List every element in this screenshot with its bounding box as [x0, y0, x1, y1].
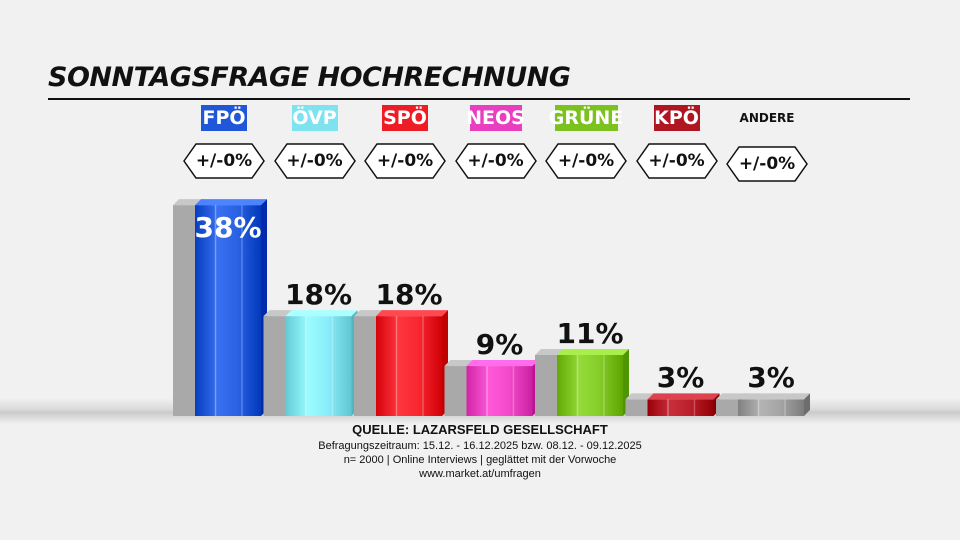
bar-gloss-spo	[395, 316, 398, 416]
change-badge-ovp: +/-0%	[273, 143, 356, 179]
bar-top-fpo	[195, 199, 267, 206]
bar-side-neos	[444, 366, 471, 416]
bar-top-grune	[557, 348, 629, 355]
bar-front-fpo	[195, 205, 261, 416]
bar-spo	[354, 310, 448, 416]
bar-gloss2-neos	[512, 366, 515, 416]
bar-gloss-kpo	[667, 399, 669, 416]
change-badge-andere: +/-0%	[726, 146, 808, 182]
bar-side-grune	[535, 354, 561, 416]
change-value-grune: +/-0%	[557, 151, 615, 171]
category-label-kpo: KPÖ	[653, 105, 700, 131]
change-badge-fpo: +/-0%	[183, 143, 265, 179]
bar-andere	[716, 393, 810, 416]
category-label-neos: NEOS	[466, 105, 525, 131]
bar-top-kpo	[647, 393, 720, 400]
value-label-neos: 9%	[475, 328, 524, 362]
value-label-ovp: 18%	[284, 278, 353, 312]
chart-title: SONNTAGSFRAGE HOCHRECHNUNG	[48, 62, 571, 93]
bar-front-andere	[738, 399, 804, 416]
change-value-fpo: +/-0%	[195, 151, 253, 171]
change-badge-grune: +/-0%	[545, 143, 627, 179]
bar-gloss2-kpo	[693, 399, 696, 416]
bar-side-spo	[354, 316, 380, 416]
bar-front-grune	[557, 354, 623, 416]
bar-top-spo	[376, 310, 448, 317]
bar-gloss-neos	[486, 366, 488, 416]
value-label-kpo: 3%	[656, 361, 705, 395]
bar-right-andere	[804, 393, 810, 416]
bar-gloss2-spo	[422, 316, 424, 416]
change-value-andere: +/-0%	[738, 154, 796, 174]
bar-gloss-grune	[576, 354, 579, 416]
bar-side-kpo	[625, 399, 652, 416]
survey-period: Befragungszeitraum: 15.12. - 16.12.2025 …	[318, 440, 642, 452]
bar-gloss2-andere	[784, 399, 786, 416]
change-value-spo: +/-0%	[376, 151, 434, 171]
change-badge-spo: +/-0%	[364, 143, 446, 179]
bar-side-andere	[716, 399, 742, 416]
bar-neos	[444, 360, 539, 416]
bar-top-neos	[466, 360, 539, 367]
category-label-andere: ANDERE	[739, 111, 795, 125]
bar-side-fpo	[173, 205, 199, 416]
source-block: QUELLE: LAZARSFELD GESELLSCHAFT Befragun…	[0, 422, 960, 481]
change-badge-kpo: +/-0%	[635, 143, 718, 179]
bar-gloss2-grune	[603, 354, 605, 416]
bar-front-spo	[376, 316, 442, 416]
bar-front-neos	[466, 366, 533, 416]
change-value-kpo: +/-0%	[648, 151, 705, 171]
value-label-spo: 18%	[375, 278, 443, 312]
title-divider	[48, 98, 910, 100]
bar-fpo	[173, 199, 267, 416]
source-url: www.market.at/umfragen	[419, 468, 541, 480]
value-label-grune: 11%	[556, 316, 624, 350]
change-value-neos: +/-0%	[467, 151, 524, 171]
source-title: QUELLE: LAZARSFELD GESELLSCHAFT	[352, 422, 608, 437]
value-label-fpo: 38%	[194, 211, 262, 245]
category-label-grune: GRÜNE	[548, 105, 624, 131]
bar-gloss-andere	[757, 399, 760, 416]
value-label-andere: 3%	[747, 361, 795, 395]
bar-side-ovp	[263, 316, 290, 416]
bar-gloss2-ovp	[331, 316, 334, 416]
bar-top-andere	[738, 393, 810, 400]
change-value-ovp: +/-0%	[286, 151, 343, 171]
bar-gloss2-fpo	[241, 205, 243, 416]
category-label-spo: SPÖ	[382, 105, 428, 131]
change-badge-neos: +/-0%	[454, 143, 537, 179]
bar-grune	[535, 348, 629, 416]
category-label-ovp: ÖVP	[291, 105, 338, 131]
bar-ovp	[263, 310, 358, 416]
bar-gloss-ovp	[305, 316, 307, 416]
bar-kpo	[625, 393, 720, 416]
category-label-fpo: FPÖ	[201, 105, 247, 131]
bar-front-ovp	[285, 316, 352, 416]
bar-gloss-fpo	[214, 205, 217, 416]
bar-top-ovp	[285, 310, 358, 317]
sample-info: n= 2000 | Online Interviews | geglättet …	[343, 454, 617, 466]
bar-front-kpo	[647, 399, 714, 416]
